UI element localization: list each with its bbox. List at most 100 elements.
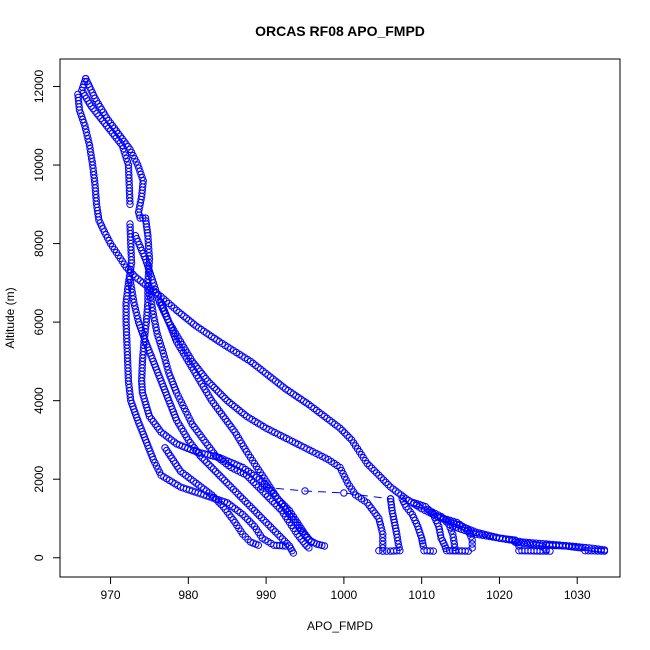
data-point	[230, 402, 239, 411]
data-point	[343, 431, 351, 439]
data-point	[261, 369, 270, 377]
series-layer	[74, 74, 609, 557]
data-point	[80, 118, 88, 127]
y-tick-label: 0	[32, 554, 46, 561]
data-point	[214, 388, 223, 396]
data-point	[253, 509, 261, 517]
data-point	[276, 497, 284, 505]
data-point	[468, 536, 476, 544]
x-tick-label: 980	[178, 588, 198, 602]
data-point	[223, 396, 231, 405]
data-point	[248, 504, 256, 512]
data-point	[217, 390, 225, 398]
dashed-link-line	[262, 486, 391, 500]
data-point	[134, 161, 142, 169]
data-point	[273, 541, 281, 550]
data-point	[127, 281, 135, 290]
data-point	[149, 279, 158, 287]
data-point	[301, 487, 309, 495]
data-point	[185, 316, 193, 324]
y-tick-label: 2000	[32, 466, 46, 493]
data-point	[340, 489, 348, 497]
data-point	[75, 106, 84, 114]
data-point	[108, 129, 117, 137]
data-point	[379, 476, 388, 484]
data-point	[209, 465, 218, 473]
data-point	[421, 503, 430, 511]
data-point	[212, 386, 221, 394]
data-point	[136, 214, 144, 222]
data-point	[255, 511, 263, 520]
data-point	[145, 287, 154, 295]
data-point	[177, 310, 186, 318]
data-point	[389, 547, 398, 555]
data-point	[104, 124, 113, 132]
data-point	[256, 485, 265, 494]
data-point	[254, 541, 263, 549]
data-point	[196, 451, 204, 460]
data-point	[157, 343, 166, 351]
data-point	[207, 463, 215, 471]
data-point	[281, 537, 289, 545]
data-point	[227, 483, 235, 491]
data-point	[257, 514, 266, 522]
data-point	[336, 424, 344, 432]
data-point	[198, 454, 206, 462]
data-point	[375, 546, 383, 555]
data-point	[338, 426, 347, 435]
data-point	[152, 326, 161, 335]
y-axis: 0 2000 4000 6000 8000 10000 12000	[32, 69, 61, 561]
data-point	[283, 504, 291, 512]
data-point	[189, 320, 198, 328]
data-point	[127, 285, 136, 293]
data-point	[110, 131, 119, 140]
data-point	[212, 495, 221, 504]
data-point	[141, 281, 150, 289]
data-point	[271, 377, 280, 385]
data-point	[214, 498, 223, 506]
data-point	[150, 282, 159, 290]
data-point	[345, 433, 354, 442]
data-point	[221, 394, 229, 403]
data-point	[170, 304, 178, 312]
data-point	[153, 292, 162, 300]
data-point	[254, 363, 262, 371]
data-point	[379, 547, 387, 555]
data-point	[263, 492, 272, 501]
data-point	[279, 383, 287, 391]
data-point	[218, 474, 226, 482]
data-point	[365, 462, 374, 470]
data-point	[210, 493, 218, 501]
data-point	[251, 361, 260, 370]
data-point	[241, 513, 249, 521]
data-point	[274, 379, 282, 387]
data-point	[202, 458, 211, 467]
data-point	[76, 109, 85, 117]
data-point	[241, 533, 250, 541]
data-point	[419, 542, 427, 550]
data-point	[102, 122, 111, 130]
data-point	[126, 197, 134, 205]
data-point	[128, 288, 136, 297]
y-tick-label: 4000	[32, 387, 46, 414]
y-tick-label: 8000	[32, 230, 46, 257]
data-point	[303, 542, 311, 550]
y-tick-label: 10000	[32, 148, 46, 182]
data-point	[200, 456, 209, 464]
data-point	[264, 521, 273, 529]
data-point	[320, 542, 329, 550]
data-point	[241, 497, 249, 505]
chart-title: ORCAS RF08 APO_FMPD	[255, 23, 425, 39]
data-point	[289, 549, 298, 557]
data-point	[146, 290, 154, 298]
data-point	[222, 478, 231, 487]
data-point	[417, 534, 426, 542]
data-point	[159, 349, 168, 358]
data-point	[87, 102, 95, 110]
data-point	[139, 279, 147, 287]
x-tick-label: 990	[256, 588, 276, 602]
data-point	[278, 499, 287, 508]
data-point	[274, 530, 282, 538]
data-point	[248, 520, 256, 528]
